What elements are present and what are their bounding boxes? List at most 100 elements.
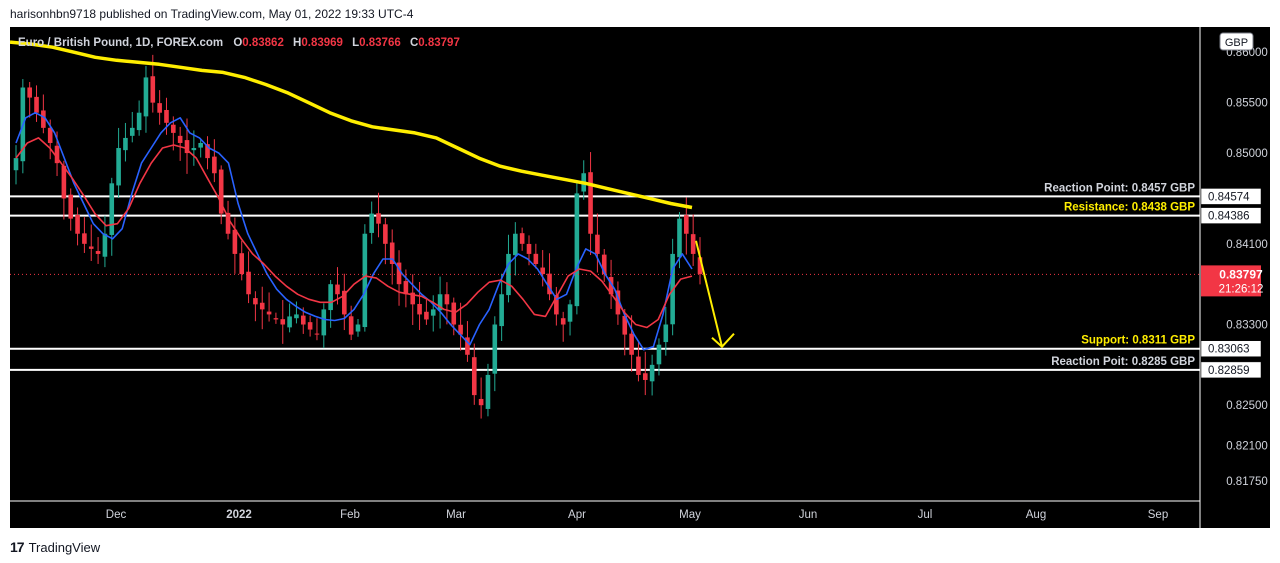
- price-chart[interactable]: Reaction Point: 0.8457 GBP 0.84574 Resista…: [10, 27, 1270, 528]
- time-tick-label: Jun: [799, 509, 818, 521]
- levels-layer: Reaction Point: 0.8457 GBP 0.84574 Resista…: [10, 182, 1262, 379]
- candle-body: [554, 295, 559, 315]
- candle-body: [567, 304, 573, 322]
- low-label: L: [352, 37, 359, 49]
- candle-body: [34, 96, 39, 113]
- candle-body: [629, 333, 634, 355]
- tradingview-logo-icon: 17: [10, 539, 25, 555]
- axes-layer: 0.81750 0.82100 0.82500 0.83300 0.84100 0.850…: [10, 27, 1268, 528]
- time-tick-label: Apr: [568, 509, 586, 521]
- candle-body: [41, 110, 46, 128]
- open-label: O: [233, 37, 242, 49]
- time-tick-label: Mar: [446, 509, 466, 521]
- candle-body: [342, 290, 347, 315]
- candle-body: [61, 165, 67, 199]
- candle-body: [656, 344, 662, 365]
- current-price-badge: [1201, 265, 1261, 297]
- candle-body: [123, 137, 128, 151]
- candle-body: [485, 374, 491, 409]
- svg-text:Euro / British Pound, 1D, FORE: Euro / British Pound, 1D, FOREX.com O0.8…: [18, 37, 460, 49]
- level-axis-label-1: 0.84386: [1208, 211, 1250, 223]
- level-axis-badge-1: [1200, 207, 1262, 224]
- candle-body: [601, 254, 607, 275]
- candle-body: [519, 233, 525, 244]
- candle-body: [191, 148, 197, 151]
- annotations-layer: 0.83797 21:26:12: [10, 240, 1263, 349]
- candle-body: [506, 253, 511, 296]
- candle-body: [102, 233, 108, 257]
- price-tick-label: 0.82100: [1226, 441, 1268, 453]
- candle-body: [560, 318, 566, 325]
- time-tick-label: May: [679, 509, 701, 521]
- candle-body: [533, 253, 539, 264]
- candle-body: [547, 273, 552, 295]
- current-price-label: 0.83797: [1219, 267, 1263, 281]
- chart-frame: [10, 27, 1270, 528]
- price-tick-label: 0.82500: [1226, 400, 1268, 412]
- time-tick-label: Jul: [918, 509, 933, 521]
- candle-body: [451, 302, 457, 325]
- candle-body: [47, 127, 53, 143]
- candle-body: [75, 214, 80, 234]
- candle-body: [328, 284, 333, 311]
- candle-body: [164, 109, 169, 123]
- candle-body: [27, 87, 32, 98]
- candle-body: [335, 284, 340, 295]
- candles-layer: [13, 54, 703, 419]
- candle-body: [478, 398, 484, 406]
- open-value: 0.83862: [242, 37, 284, 49]
- publish-header: harisonhbn9718 published on TradingView.…: [10, 7, 414, 21]
- candle-body: [526, 243, 532, 254]
- candle-body: [622, 315, 628, 335]
- candle-body: [68, 194, 74, 219]
- candle-body: [273, 318, 279, 320]
- candle-body: [266, 311, 272, 315]
- long-ma-line: [10, 40, 693, 210]
- candle-body: [663, 324, 669, 343]
- candle-body: [608, 277, 614, 295]
- level-text-0: Reaction Point: 0.8457 GBP: [1044, 182, 1195, 194]
- candle-body: [54, 145, 60, 164]
- level-axis-label-0: 0.84574: [1208, 191, 1250, 203]
- candle-body: [109, 183, 115, 235]
- high-label: H: [293, 37, 301, 49]
- currency-badge[interactable]: GBP: [1219, 32, 1254, 51]
- candle-body: [636, 356, 641, 375]
- candle-body: [471, 357, 477, 396]
- candle-body: [280, 319, 286, 325]
- candle-body: [239, 253, 245, 275]
- candle-body: [465, 337, 470, 355]
- symbol-title: Euro / British Pound, 1D, FOREX.com: [18, 37, 223, 49]
- price-tick-label: 0.84100: [1226, 239, 1268, 251]
- level-text-3: Reaction Poit: 0.8285 GBP: [1051, 356, 1195, 368]
- candle-body: [171, 124, 176, 133]
- level-text-1: Resistance: 0.8438 GBP: [1064, 202, 1195, 214]
- candle-body: [143, 77, 149, 117]
- candle-body: [212, 156, 217, 174]
- level-axis-label-2: 0.83063: [1208, 344, 1250, 356]
- candle-body: [444, 294, 450, 305]
- candle-body: [369, 213, 374, 233]
- candle-body: [136, 112, 142, 131]
- level-text-2: Support: 0.8311 GBP: [1081, 335, 1195, 347]
- level-axis-badge-0: [1200, 188, 1262, 205]
- candle-body: [362, 233, 368, 328]
- candle-body: [232, 229, 238, 254]
- candle-body: [253, 298, 258, 305]
- tradingview-footer[interactable]: 17 TradingView: [10, 539, 100, 555]
- candle-body: [396, 262, 402, 285]
- candle-body: [697, 257, 703, 275]
- candle-body: [403, 281, 409, 295]
- candle-body: [95, 251, 101, 254]
- candle-body: [690, 234, 696, 254]
- price-tick-label: 0.83300: [1226, 320, 1268, 332]
- candle-body: [540, 267, 545, 275]
- time-tick-label: 2022: [226, 509, 252, 521]
- candle-body: [499, 294, 504, 327]
- candle-body: [314, 333, 320, 335]
- low-value: 0.83766: [359, 37, 401, 49]
- candle-body: [348, 316, 354, 335]
- candle-body: [389, 242, 395, 264]
- candle-body: [88, 246, 94, 249]
- level-axis-badge-2: [1200, 340, 1262, 357]
